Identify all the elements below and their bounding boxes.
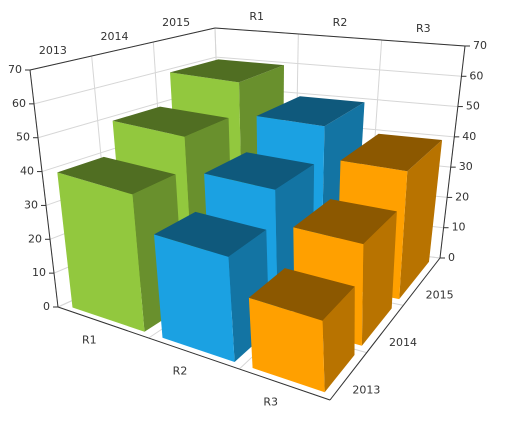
- bar-top: [204, 152, 315, 190]
- bar-top: [340, 133, 443, 172]
- bar-top: [248, 268, 355, 321]
- y-tick-label: 20: [28, 232, 42, 245]
- y-tick-label: 30: [459, 160, 473, 173]
- axis-line: [29, 69, 59, 308]
- y-tick-label: 20: [455, 190, 469, 203]
- y-tick-label: 60: [469, 69, 483, 82]
- bar-side: [322, 286, 355, 393]
- z-tick-label: 2014: [101, 30, 129, 43]
- bar-front: [248, 297, 325, 393]
- y-tick-label: 40: [20, 165, 34, 178]
- x-tick-label: R3: [263, 396, 278, 409]
- bar-top: [57, 156, 176, 195]
- x-tick-label: R2: [173, 365, 188, 378]
- bar-front: [154, 234, 235, 362]
- axis-line: [214, 27, 466, 47]
- y-tick-label: 10: [452, 221, 466, 234]
- grid-line: [33, 56, 217, 105]
- y-tick-label: 50: [466, 100, 480, 113]
- z-tick-label: 2015: [162, 16, 190, 29]
- bar-side: [361, 211, 397, 346]
- y-tick-label: 10: [32, 266, 46, 279]
- y-tick-label: 0: [448, 251, 455, 264]
- axis-line: [57, 306, 331, 401]
- grid-line: [215, 56, 462, 77]
- y-tick-label: 70: [473, 39, 487, 52]
- y-tick-label: 0: [43, 300, 50, 313]
- bar-top: [170, 59, 284, 83]
- bar-side: [399, 140, 443, 300]
- x-tick-label: R1: [249, 10, 264, 23]
- y-tick-label: 70: [8, 63, 22, 76]
- y-tick-label: 30: [24, 198, 38, 211]
- bar-top: [112, 106, 229, 137]
- axis-line: [439, 45, 466, 259]
- z-tick-label: 2014: [389, 336, 417, 349]
- bar-top: [154, 211, 267, 257]
- z-tick-label: 2013: [39, 44, 67, 57]
- bar-front: [57, 172, 145, 332]
- y-tick-label: 60: [12, 97, 26, 110]
- bar-top: [293, 199, 397, 245]
- z-tick-label: 2015: [426, 289, 454, 302]
- axis-line: [329, 257, 441, 401]
- x-tick-label: R3: [416, 22, 431, 35]
- x-tick-label: R1: [82, 334, 97, 347]
- y-tick-label: 50: [16, 131, 30, 144]
- bar-top: [256, 96, 365, 127]
- axis-line: [29, 27, 216, 71]
- y-tick-label: 40: [462, 130, 476, 143]
- x-tick-label: R2: [333, 16, 348, 29]
- z-tick-label: 2013: [352, 383, 380, 396]
